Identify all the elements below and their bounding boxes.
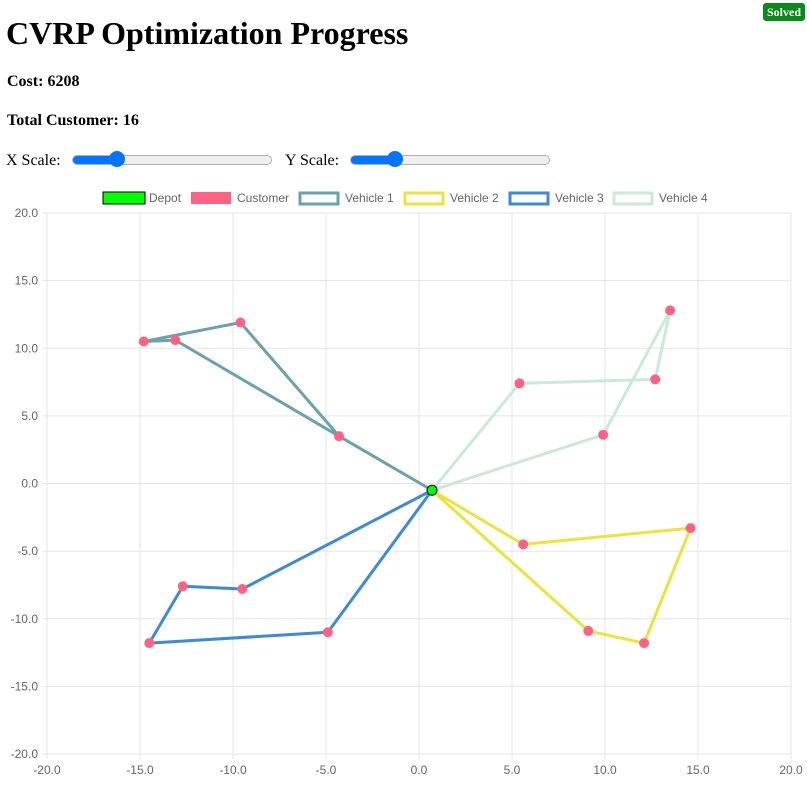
legend-label-vehicle-2: Vehicle 2: [450, 191, 499, 205]
legend-label-vehicle-1: Vehicle 1: [345, 191, 394, 205]
y-scale-label: Y Scale:: [285, 152, 340, 169]
legend-swatch-vehicle-1: [298, 191, 340, 206]
customer-point: [138, 336, 149, 347]
legend-label-depot: Depot: [149, 191, 182, 205]
customer-point: [639, 638, 650, 649]
legend-label-vehicle-3: Vehicle 3: [555, 191, 604, 205]
customer-point: [665, 305, 676, 316]
y-tick-label: 15.0: [15, 274, 39, 288]
x-scale-slider-thumb[interactable]: [108, 151, 125, 167]
legend-swatch-customer: [191, 192, 231, 204]
y-tick-label: -20.0: [11, 747, 39, 761]
customer-point: [170, 335, 181, 346]
y-scale-slider-thumb[interactable]: [386, 151, 403, 167]
x-tick-label: 15.0: [686, 763, 710, 777]
x-tick-label: 20.0: [779, 763, 803, 777]
legend-swatch-depot: [102, 191, 146, 205]
legend-label-vehicle-4: Vehicle 4: [659, 191, 708, 205]
x-tick-label: 10.0: [593, 763, 617, 777]
y-tick-label: -10.0: [11, 612, 39, 626]
route-vehicle-4: [430, 308, 672, 492]
y-tick-label: 0.0: [21, 477, 38, 491]
customer-point: [177, 581, 188, 592]
y-scale-slider[interactable]: [350, 151, 550, 167]
x-tick-label: 0.0: [411, 763, 428, 777]
depot-point: [426, 484, 438, 496]
chart-legend: Depot Customer Vehicle 1 Vehicle 2 Vehicle 3…: [102, 191, 708, 206]
y-tick-label: -5.0: [17, 544, 38, 558]
y-scale-slider-fill: [351, 156, 395, 164]
page-title: CVRP Optimization Progress: [6, 15, 409, 51]
y-tick-label: -15.0: [11, 679, 39, 693]
customer-point: [237, 583, 248, 594]
y-tick-label: 20.0: [15, 206, 39, 220]
route-vehicle-1: [142, 321, 433, 492]
x-tick-label: -10.0: [219, 763, 247, 777]
customer-point: [583, 625, 594, 636]
customer-point: [514, 378, 525, 389]
x-scale-slider[interactable]: [72, 151, 272, 167]
customer-point: [598, 429, 609, 440]
x-tick-label: -15.0: [126, 763, 154, 777]
customer-point: [518, 539, 529, 550]
customer-point: [650, 374, 661, 385]
x-tick-label: -5.0: [316, 763, 337, 777]
x-scale-slider-fill: [73, 156, 117, 164]
x-scale-label: X Scale:: [6, 152, 61, 169]
route-vehicle-3: [147, 488, 434, 645]
cost-label: Cost: 6208: [7, 73, 80, 90]
customer-point: [235, 317, 246, 328]
chart-ticks: -20.0 -15.0 -10.0 -5.0 0.0 5.0 10.0 15.0 20.0 20.…: [11, 206, 803, 777]
vehicle-routes: [142, 308, 693, 645]
customer-point: [334, 431, 345, 442]
legend-swatch-vehicle-4: [612, 191, 654, 206]
customer-point: [685, 523, 696, 534]
total-customers-label: Total Customer: 16: [7, 112, 139, 129]
y-tick-label: 5.0: [21, 409, 38, 423]
customer-point: [144, 638, 155, 649]
y-tick-label: 10.0: [15, 341, 39, 355]
legend-swatch-vehicle-2: [403, 191, 445, 206]
x-tick-label: -20.0: [33, 763, 61, 777]
customer-point: [322, 627, 333, 638]
chart-grid: [42, 212, 792, 759]
legend-label-customer: Customer: [237, 191, 289, 205]
chart-points: [138, 305, 696, 649]
route-chart: Depot Customer Vehicle 1 Vehicle 2 Vehicle 3…: [11, 191, 803, 777]
legend-swatch-vehicle-3: [508, 191, 550, 206]
x-tick-label: 5.0: [504, 763, 521, 777]
status-badge: Solved: [763, 3, 805, 21]
route-vehicle-2: [431, 488, 693, 645]
